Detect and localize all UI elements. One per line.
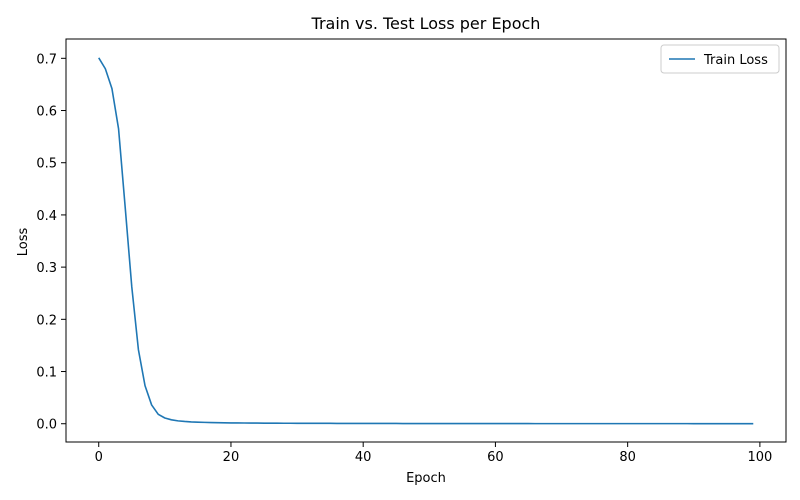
legend: Train Loss [660, 44, 780, 74]
y-tick-label: 0.2 [36, 313, 57, 328]
x-tick-label: 80 [619, 450, 636, 465]
x-tick-label: 40 [355, 450, 372, 465]
x-tick-label: 100 [747, 450, 772, 465]
y-tick-label: 0.0 [36, 418, 57, 433]
y-axis-label: Loss [16, 228, 31, 257]
y-tick-label: 0.7 [36, 52, 57, 67]
legend-label: Train Loss [703, 53, 768, 68]
x-axis-ticks: 0 20 40 60 80 100 [95, 442, 772, 465]
series-line-train-loss [98, 57, 754, 425]
chart-title: Train vs. Test Loss per Epoch [311, 14, 541, 33]
x-tick-label: 20 [223, 450, 240, 465]
y-tick-label: 0.5 [36, 157, 57, 172]
x-axis-label: Epoch [406, 471, 446, 486]
x-tick-label: 60 [487, 450, 504, 465]
y-axis-ticks: 0.0 0.1 0.2 0.3 0.4 0.5 0.6 0.7 [36, 52, 66, 433]
y-tick-label: 0.6 [36, 105, 57, 120]
y-tick-label: 0.1 [36, 366, 57, 381]
plot-frame [65, 38, 787, 443]
series-layer [98, 57, 754, 425]
y-tick-label: 0.4 [36, 209, 57, 224]
y-tick-label: 0.3 [36, 261, 57, 276]
x-tick-label: 0 [95, 450, 103, 465]
legend-box [660, 44, 780, 74]
